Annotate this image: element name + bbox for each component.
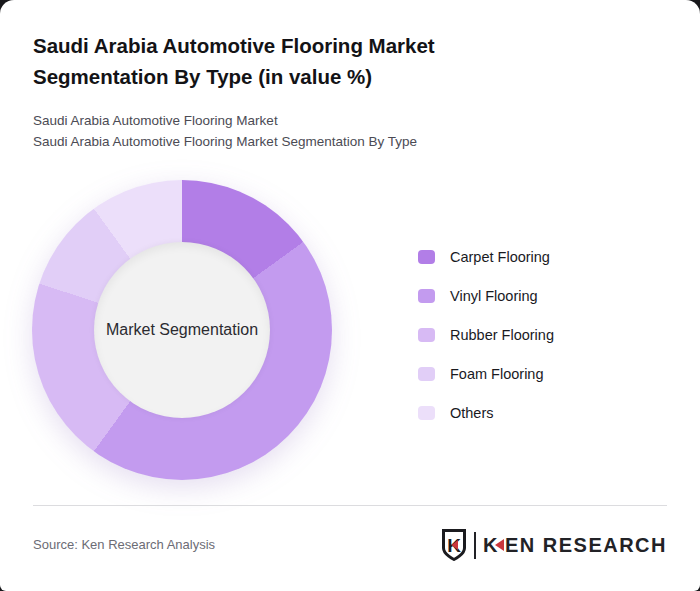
- legend-item: Foam Flooring: [418, 354, 554, 393]
- footer-divider: [33, 505, 667, 506]
- legend-label: Others: [450, 405, 494, 421]
- donut-center-label: Market Segmentation: [106, 321, 258, 339]
- legend-label: Carpet Flooring: [450, 249, 550, 265]
- page-title: Saudi Arabia Automotive Flooring Market …: [33, 30, 435, 92]
- legend-item: Vinyl Flooring: [418, 276, 554, 315]
- ken-research-emblem-icon: K: [441, 529, 467, 561]
- infographic-card: Saudi Arabia Automotive Flooring Market …: [0, 0, 700, 591]
- wordmark-rest: EN RESEARCH: [505, 534, 667, 557]
- legend-item: Others: [418, 393, 554, 432]
- ken-research-logo: K K EN RESEARCH: [441, 528, 667, 562]
- legend-item: Carpet Flooring: [418, 237, 554, 276]
- donut-center: Market Segmentation: [94, 242, 270, 418]
- title-line-2: Segmentation By Type (in value %): [33, 61, 435, 92]
- title-line-1: Saudi Arabia Automotive Flooring Market: [33, 30, 435, 61]
- wordmark-red-triangle-icon: [495, 539, 504, 551]
- legend-label: Vinyl Flooring: [450, 288, 538, 304]
- logo-separator: [474, 532, 476, 559]
- legend-swatch: [418, 328, 435, 342]
- legend-swatch: [418, 367, 435, 381]
- legend-label: Rubber Flooring: [450, 327, 554, 343]
- subtitle-line-1: Saudi Arabia Automotive Flooring Market: [33, 110, 417, 131]
- chart-subtitle: Saudi Arabia Automotive Flooring Market …: [33, 110, 417, 152]
- legend-swatch: [418, 289, 435, 303]
- subtitle-line-2: Saudi Arabia Automotive Flooring Market …: [33, 131, 417, 152]
- source-note: Source: Ken Research Analysis: [33, 537, 215, 552]
- legend-label: Foam Flooring: [450, 366, 543, 382]
- legend-item: Rubber Flooring: [418, 315, 554, 354]
- logo-wordmark: K EN RESEARCH: [483, 534, 667, 557]
- legend-swatch: [418, 250, 435, 264]
- legend: Carpet Flooring Vinyl Flooring Rubber Floo…: [418, 237, 554, 432]
- donut-chart: Market Segmentation: [32, 180, 332, 480]
- legend-swatch: [418, 406, 435, 420]
